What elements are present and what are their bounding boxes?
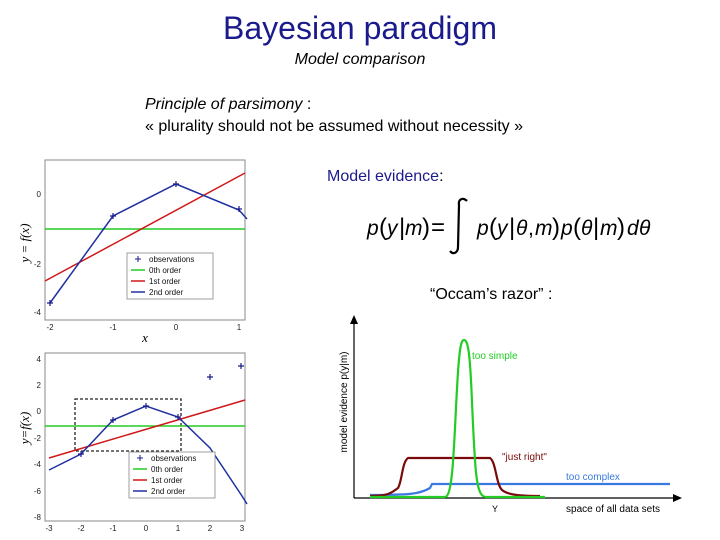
too-complex-curve	[369, 482, 670, 497]
formula-lhs: p	[366, 217, 379, 240]
svg-text:(: (	[489, 214, 497, 241]
model-evidence-label: Model evidence:	[327, 168, 444, 186]
slide-subtitle: Model comparison	[294, 51, 426, 68]
bottom-legend-observations: observations	[151, 454, 196, 463]
bottom-ytick: -4	[34, 460, 42, 469]
too-simple-curve	[370, 338, 545, 499]
svg-text:(: (	[573, 214, 581, 241]
principle-term: Principle of parsimony	[145, 96, 303, 113]
top-xtick: -2	[46, 323, 54, 332]
top-legend-observations: observations	[149, 255, 194, 264]
top-ytick: 0	[37, 190, 42, 199]
top-observation	[47, 300, 53, 306]
top-xtick: 0	[174, 323, 179, 332]
svg-text:m: m	[405, 217, 423, 240]
bottom-xtick: 2	[208, 524, 213, 533]
just-right-label: "just right"	[502, 452, 547, 463]
evidence-formula: p ( y | m ) = p ( y | θ , m ) p ( θ | m …	[366, 197, 651, 255]
bottom-regression-plot: y=f(x) -3 -2 -1 0 1 2 3 4 2 0 -2 -4 -6 -…	[17, 352, 248, 533]
occams-razor-plot: model evidence p(y|m) too simple "just r…	[339, 315, 682, 515]
bottom-ytick: 4	[37, 355, 42, 364]
top-legend-2nd: 2nd order	[149, 288, 184, 297]
bottom-ytick: -8	[34, 513, 42, 522]
svg-text:y: y	[495, 217, 509, 240]
top-regression-plot: y = f(x) x -2 -1 0 1 0 -2 -4 observation…	[17, 159, 248, 345]
svg-text:m: m	[600, 217, 618, 240]
bottom-ytick: 2	[37, 381, 42, 390]
svg-text:θ: θ	[516, 217, 528, 240]
bottom-xtick: 0	[144, 524, 149, 533]
top-observation	[236, 206, 242, 212]
top-plot-legend: observations 0th order 1st order 2nd ord…	[126, 252, 214, 300]
too-complex-label: too complex	[566, 472, 620, 483]
svg-text:y: y	[385, 217, 399, 240]
top-legend-1st: 1st order	[149, 277, 181, 286]
svg-text:): )	[422, 214, 430, 241]
top-ytick: -4	[34, 308, 42, 317]
occam-y-marker: Y	[492, 504, 498, 514]
bottom-xtick: -1	[109, 524, 117, 533]
svg-text:θ: θ	[581, 217, 593, 240]
model-evidence-colon: :	[439, 168, 444, 185]
bottom-legend-0th: 0th order	[151, 465, 183, 474]
top-xtick: -1	[109, 323, 117, 332]
svg-text:=: =	[431, 214, 445, 241]
bottom-plot-ylabel: y=f(x)	[17, 412, 32, 447]
top-ytick: -2	[34, 260, 42, 269]
occam-x-arrow	[673, 494, 682, 502]
svg-text:): )	[617, 214, 625, 241]
bottom-first-order-line	[48, 399, 246, 459]
svg-text:): )	[552, 214, 560, 241]
bottom-xtick: -3	[45, 524, 53, 533]
top-plot-ylabel: y = f(x)	[17, 223, 32, 264]
svg-text:d: d	[627, 217, 640, 240]
bottom-observation	[238, 363, 244, 369]
top-observation	[173, 181, 179, 187]
bottom-observation	[175, 414, 181, 420]
principle-quote: « plurality should not be assumed withou…	[145, 118, 523, 135]
top-legend-0th: 0th order	[149, 266, 181, 275]
bottom-ytick: -6	[34, 487, 42, 496]
occams-razor-label: “Occam’s razor” :	[430, 286, 553, 303]
svg-text:(: (	[379, 214, 387, 241]
svg-text:p: p	[560, 217, 573, 240]
bottom-xtick: 1	[176, 524, 181, 533]
top-plot-xlabel: x	[141, 330, 148, 345]
svg-text:p: p	[476, 217, 489, 240]
bottom-xtick: 3	[240, 524, 245, 533]
bottom-second-order-line	[48, 405, 248, 505]
principle-suffix: :	[302, 96, 312, 113]
just-right-curve	[369, 456, 541, 498]
svg-text:θ: θ	[639, 217, 651, 240]
svg-text:|: |	[593, 214, 599, 241]
bottom-observation	[110, 417, 116, 423]
too-simple-label: too simple	[472, 351, 518, 362]
occam-ylabel: model evidence p(y|m)	[339, 352, 350, 453]
svg-text:|: |	[399, 214, 405, 241]
principle-heading: Principle of parsimony :	[145, 96, 311, 114]
model-evidence-text: Model evidence	[327, 168, 440, 185]
occam-y-arrow	[350, 315, 358, 324]
bottom-legend-1st: 1st order	[151, 476, 183, 485]
svg-text:|: |	[509, 214, 515, 241]
bottom-plot-legend: observations 0th order 1st order 2nd ord…	[128, 451, 216, 499]
bottom-ytick: 0	[37, 407, 42, 416]
occam-xlabel: space of all data sets	[566, 504, 660, 515]
bottom-observation	[78, 451, 84, 457]
top-xtick: 1	[237, 323, 242, 332]
top-observation	[110, 213, 116, 219]
bottom-legend-2nd: 2nd order	[151, 487, 186, 496]
bottom-ytick: -2	[34, 434, 42, 443]
svg-text:,: ,	[528, 217, 534, 240]
bottom-observation	[207, 374, 213, 380]
bottom-xtick: -2	[77, 524, 85, 533]
bottom-observation	[143, 403, 149, 409]
bottom-zoom-box	[74, 398, 182, 452]
integral-sign	[449, 197, 468, 255]
slide-title: Bayesian paradigm	[223, 10, 497, 46]
svg-text:m: m	[535, 217, 553, 240]
